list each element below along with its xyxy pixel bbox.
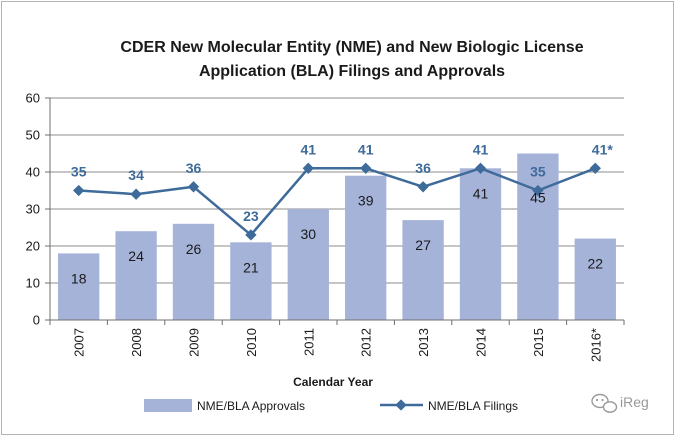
bar-2015 (517, 153, 559, 320)
filings-point-2014 (474, 162, 487, 174)
filings-value-label-2012: 41 (358, 141, 374, 157)
bar-value-label-2013: 27 (415, 237, 431, 253)
filings-point-2015 (532, 184, 544, 197)
filings-value-label-2010: 23 (243, 208, 259, 224)
x-tick-label-2014: 2014 (474, 328, 489, 357)
watermark: iReg (591, 393, 649, 413)
filings-point-2011 (302, 162, 314, 174)
bar-2016* (574, 238, 616, 320)
filings-point-2016* (589, 162, 601, 174)
bar-value-label-2008: 24 (128, 248, 144, 264)
bar-value-label-2010: 21 (243, 259, 259, 275)
y-tick-label-20: 20 (26, 239, 40, 254)
filings-line-path (78, 167, 596, 237)
bar-value-label-2012: 39 (358, 193, 374, 209)
legend: NME/BLA Approvals NME/BLA Filings (144, 399, 518, 413)
legend-filings-marker (395, 399, 407, 411)
y-tick-label-10: 10 (26, 276, 40, 291)
y-tick-label-60: 60 (26, 91, 40, 106)
x-tick-label-2013: 2013 (416, 328, 431, 357)
bar-value-label-2007: 18 (71, 270, 87, 286)
filings-value-label-2011: 41 (301, 141, 317, 157)
chart-title-line-2: Application (BLA) Filings and Approvals (199, 63, 505, 80)
filings-value-label-2008: 34 (128, 167, 144, 183)
bar-2008 (115, 231, 157, 320)
bar-value-label-2014: 41 (473, 185, 489, 201)
y-tick-label-0: 0 (33, 313, 40, 328)
legend-approvals-swatch (144, 399, 192, 412)
x-tick-label-2011: 2011 (301, 328, 316, 356)
x-tick-label-2008: 2008 (129, 328, 144, 357)
chart-title-line-1: CDER New Molecular Entity (NME) and New … (120, 39, 583, 56)
x-tick-label-2012: 2012 (359, 328, 374, 357)
y-tick-label-50: 50 (26, 128, 40, 143)
filings-point-2009 (187, 181, 200, 193)
filings-value-label-2013: 36 (415, 160, 431, 176)
x-tick-label-2009: 2009 (187, 328, 202, 357)
bar-2011 (287, 209, 329, 320)
x-tick-label-2016*: 2016* (588, 328, 603, 362)
filings-line (73, 162, 601, 241)
filings-point-2008 (130, 188, 142, 200)
y-tick-label-30: 30 (26, 202, 40, 217)
bar-2007 (58, 253, 100, 320)
bars (58, 153, 616, 320)
bar-2012 (345, 175, 387, 320)
x-tick-label-2007: 2007 (72, 328, 87, 357)
y-axis-ticks: 0 10 20 30 40 50 60 (26, 91, 50, 328)
wechat-icon (591, 393, 618, 413)
filings-value-label-2015: 35 (530, 164, 546, 180)
x-tick-label-2015: 2015 (531, 328, 546, 357)
bar-2009 (172, 223, 215, 320)
filings-value-label-2014: 41 (473, 141, 489, 157)
bar-2010 (230, 242, 272, 320)
x-tick-label-2010: 2010 (244, 328, 259, 357)
bar-value-label-2011: 30 (301, 226, 317, 242)
filings-point-2013 (417, 181, 429, 193)
filings-value-label-2016*: 41* (592, 141, 614, 157)
filings-value-label-2009: 36 (186, 160, 202, 176)
bar-2014 (459, 168, 502, 320)
legend-approvals-label: NME/BLA Approvals (197, 399, 305, 413)
filings-point-2007 (73, 184, 85, 197)
bar-value-label-2015: 45 (530, 190, 546, 206)
bar-2013 (402, 220, 444, 320)
data-labels: 18 24 26 21 30 39 27 41 45 22 35 34 36 23 41 41 36 41 35 41… (71, 141, 613, 286)
watermark-text: iReg (620, 394, 649, 410)
bar-value-label-2009: 26 (186, 241, 202, 257)
y-tick-label-40: 40 (26, 165, 40, 180)
bar-value-label-2016*: 22 (588, 256, 604, 272)
filings-point-2012 (360, 162, 372, 174)
filings-value-label-2007: 35 (71, 164, 87, 180)
filings-point-2010 (245, 229, 257, 241)
x-axis-label: Calendar Year (293, 375, 373, 389)
legend-filings-label: NME/BLA Filings (428, 399, 518, 413)
x-axis-ticks: 2007 2008 2009 2010 2011 2012 2013 2014 2015 2016… (49, 320, 625, 362)
